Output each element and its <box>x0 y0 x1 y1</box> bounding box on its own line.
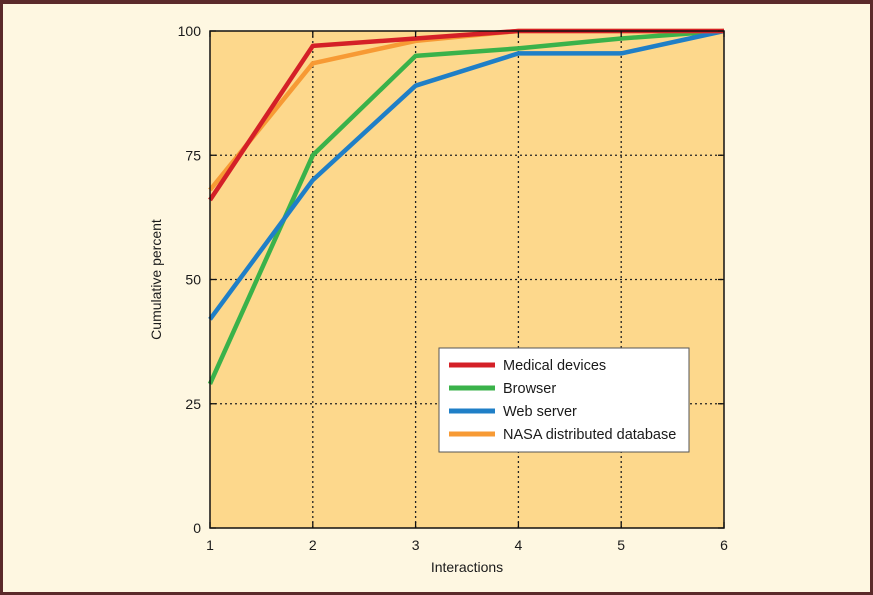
y-tick-label: 50 <box>185 272 201 288</box>
series-line-browser <box>207 28 725 385</box>
x-tick-labels: 1 2 3 4 5 6 <box>206 537 728 553</box>
y-tick-label: 75 <box>185 147 201 163</box>
x-tick-label: 5 <box>617 537 625 553</box>
x-tick-label: 1 <box>206 537 214 553</box>
x-tick-label: 3 <box>412 537 420 553</box>
legend-label-nasa-distributed-database: NASA distributed database <box>503 427 676 443</box>
legend-label-browser: Browser <box>503 381 556 397</box>
x-tick-label: 2 <box>309 537 317 553</box>
y-tick-labels: 0 25 50 75 100 <box>178 23 202 536</box>
legend: Medical devices Browser Web server NASA dis… <box>438 347 690 453</box>
y-axis-label: Cumulative percent <box>148 219 164 340</box>
x-tick-label: 6 <box>720 537 728 553</box>
x-axis-label: Interactions <box>431 559 503 575</box>
y-tick-label: 25 <box>185 396 201 412</box>
series-line-web-server <box>208 28 725 321</box>
legend-label-web-server: Web server <box>503 404 577 420</box>
y-tick-label: 0 <box>193 520 201 536</box>
legend-label-medical-devices: Medical devices <box>503 358 606 374</box>
x-tick-label: 4 <box>515 537 523 553</box>
axis-ticks <box>209 30 725 529</box>
y-tick-label: 100 <box>178 23 202 39</box>
